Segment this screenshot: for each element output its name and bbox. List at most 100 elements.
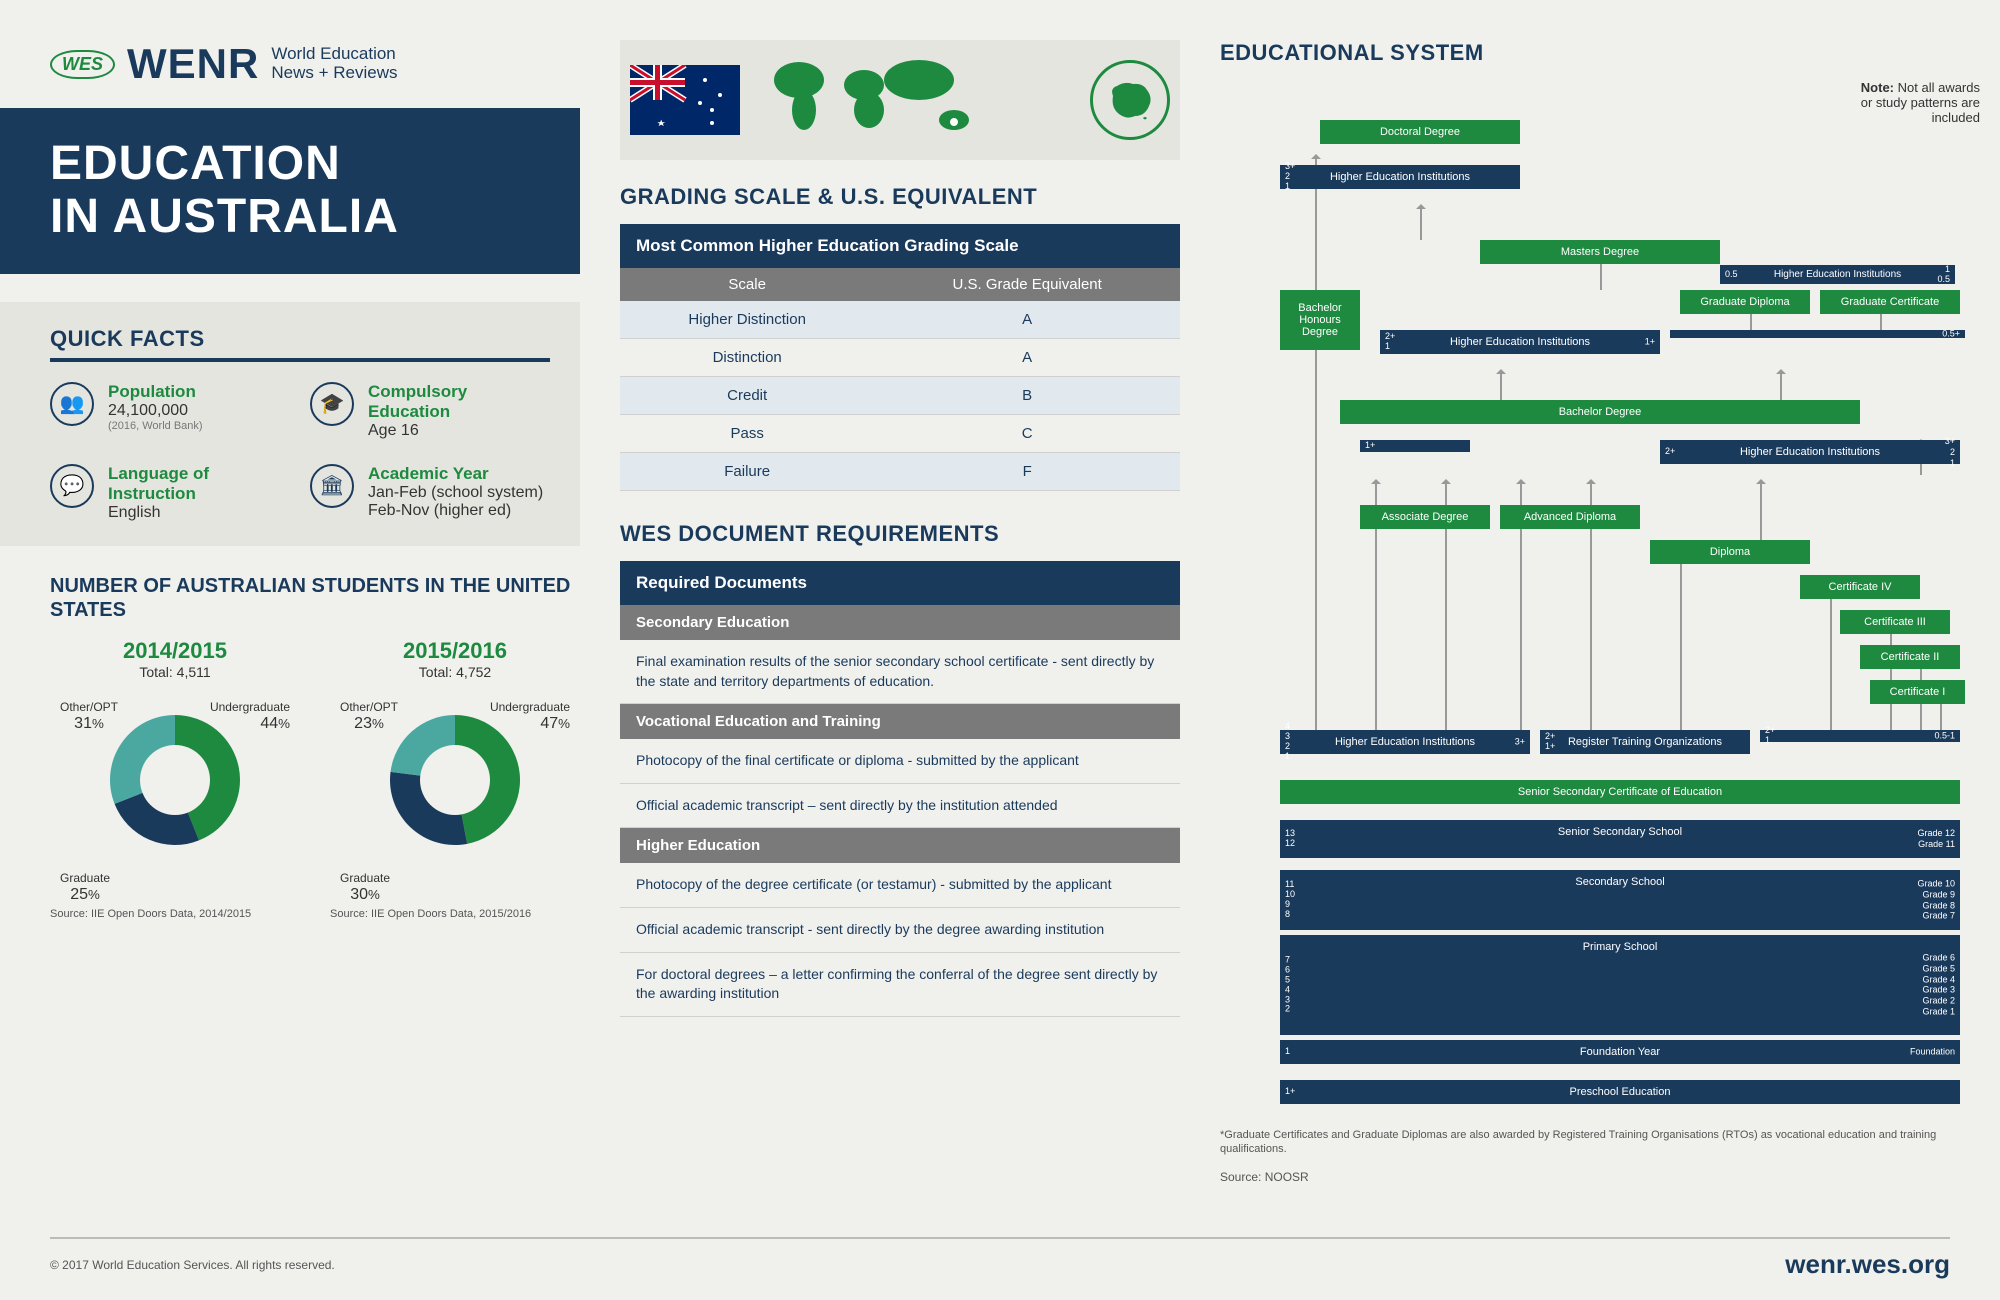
- fact-icon: 🎓: [310, 382, 354, 426]
- grading-scale: Pass: [620, 415, 874, 453]
- associate-degree: Associate Degree: [1360, 505, 1490, 529]
- grading-us: B: [874, 377, 1180, 415]
- cert3: Certificate III: [1840, 610, 1950, 634]
- grading-us: F: [874, 453, 1180, 491]
- edu-source: Source: NOOSR: [1220, 1170, 1309, 1184]
- doc-group-title: Secondary Education: [620, 605, 1180, 640]
- edu-system-diagram: Note: Not all awards or study patterns a…: [1220, 80, 1980, 1200]
- footer-url: wenr.wes.org: [1785, 1249, 1950, 1280]
- copyright: © 2017 World Education Services. All rig…: [50, 1258, 335, 1272]
- donut-source: Source: IIE Open Doors Data, 2014/2015: [50, 908, 300, 920]
- rto: 2+1+Register Training Organizations: [1540, 730, 1750, 754]
- quick-facts: QUICK FACTS 👥 Population 24,100,000 (201…: [0, 302, 580, 546]
- graduate-certificate: Graduate Certificate: [1820, 290, 1960, 314]
- foundation-year: 1Foundation YearFoundation: [1280, 1040, 1960, 1064]
- logo-row: WES WENR World Education News + Reviews: [50, 40, 580, 88]
- grading-scale: Higher Distinction: [620, 301, 874, 339]
- cert1: Certificate I: [1870, 680, 1965, 704]
- cert2: Certificate II: [1860, 645, 1960, 669]
- bachelor-degree: Bachelor Degree: [1340, 400, 1860, 424]
- doctoral-degree: Doctoral Degree: [1320, 120, 1520, 144]
- title-line1: EDUCATION: [50, 137, 341, 190]
- australia-flag-icon: [630, 65, 740, 135]
- fact-item: 🏛 Academic Year Jan-Feb (school system)F…: [310, 464, 550, 522]
- primary-school: 765432Primary SchoolGrade 6Grade 5Grade …: [1280, 935, 1960, 1035]
- donut-chart: 2014/2015 Total: 4,511 Undergraduate44% …: [50, 638, 300, 920]
- edusystem-heading: EDUCATIONAL SYSTEM: [1220, 40, 1980, 66]
- fact-value: Age 16: [368, 422, 550, 440]
- doc-item: Official academic transcript – sent dire…: [620, 784, 1180, 829]
- fact-icon: 🏛: [310, 464, 354, 508]
- donut-chart: 2015/2016 Total: 4,752 Undergraduate47% …: [330, 638, 580, 920]
- hei-2b-small: 0.5+: [1670, 330, 1965, 338]
- doc-item: Photocopy of the final certificate or di…: [620, 739, 1180, 784]
- grading-heading: GRADING SCALE & U.S. EQUIVALENT: [620, 184, 1180, 210]
- hei-top-right: 0.5Higher Education Institutions10.5: [1720, 265, 1955, 284]
- students-heading: NUMBER OF AUSTRALIAN STUDENTS IN THE UNI…: [50, 574, 580, 622]
- grading-us: A: [874, 301, 1180, 339]
- wenr-brand: WENR: [127, 40, 259, 88]
- fact-label: Language of Instruction: [108, 464, 290, 504]
- graduate-diploma: Graduate Diploma: [1680, 290, 1810, 314]
- grading-col2: U.S. Grade Equivalent: [874, 268, 1180, 301]
- bachelor-honours: Bachelor Honours Degree: [1280, 290, 1360, 350]
- donut-year: 2014/2015: [50, 638, 300, 664]
- wenr-subtitle: World Education News + Reviews: [271, 45, 397, 82]
- world-map-icon: [754, 50, 1076, 150]
- hei-2: 2+1Higher Education Institutions1+: [1380, 330, 1660, 354]
- hei-3a: 1+: [1360, 440, 1470, 452]
- grading-col1: Scale: [620, 268, 874, 301]
- fact-note: (2016, World Bank): [108, 420, 203, 432]
- title-line2: IN AUSTRALIA: [50, 190, 399, 243]
- doc-group-title: Higher Education: [620, 828, 1180, 863]
- cert4: Certificate IV: [1800, 575, 1920, 599]
- edu-footnote: *Graduate Certificates and Graduate Dipl…: [1220, 1128, 1980, 1157]
- edu-note: Note: Not all awards or study patterns a…: [1860, 80, 1980, 125]
- grading-table: Most Common Higher Education Grading Sca…: [620, 224, 1180, 491]
- secondary-school: 111098Secondary SchoolGrade 10Grade 9Gra…: [1280, 870, 1960, 930]
- grading-row: FailureF: [620, 453, 1180, 491]
- hei-1: 3+21Higher Education Institutions: [1280, 165, 1520, 189]
- hei-4: 4321Higher Education Institutions3+: [1280, 730, 1530, 754]
- fact-item: 🎓 Compulsory Education Age 16: [310, 382, 550, 440]
- docs-section: WES DOCUMENT REQUIREMENTS Required Docum…: [620, 521, 1180, 1017]
- donut-total: Total: 4,752: [330, 664, 580, 680]
- grading-row: DistinctionA: [620, 339, 1180, 377]
- donut-label-graduate: Graduate25%: [60, 871, 110, 905]
- wes-badge: WES: [50, 50, 115, 79]
- donut-label-other: Other/OPT31%: [60, 700, 118, 734]
- grading-scale: Failure: [620, 453, 874, 491]
- donut-year: 2015/2016: [330, 638, 580, 664]
- masters-degree: Masters Degree: [1480, 240, 1720, 264]
- grading-caption: Most Common Higher Education Grading Sca…: [620, 224, 1180, 268]
- donut-label-graduate: Graduate30%: [340, 871, 390, 905]
- doc-group-title: Vocational Education and Training: [620, 704, 1180, 739]
- doc-item: Final examination results of the senior …: [620, 640, 1180, 704]
- senior-cert: Senior Secondary Certificate of Educatio…: [1280, 780, 1960, 804]
- title-block: EDUCATION IN AUSTRALIA: [0, 108, 580, 274]
- advanced-diploma: Advanced Diploma: [1500, 505, 1640, 529]
- fact-item: 💬 Language of Instruction English: [50, 464, 290, 522]
- grading-us: A: [874, 339, 1180, 377]
- fact-label: Academic Year: [368, 464, 543, 484]
- grading-scale: Credit: [620, 377, 874, 415]
- donut-total: Total: 4,511: [50, 664, 300, 680]
- fact-value: English: [108, 504, 290, 522]
- donut-label-other: Other/OPT23%: [340, 700, 398, 734]
- senior-secondary: 1312Senior Secondary SchoolGrade 12Grade…: [1280, 820, 1960, 858]
- fact-item: 👥 Population 24,100,000 (2016, World Ban…: [50, 382, 290, 440]
- australia-icon: [1090, 60, 1170, 140]
- fact-label: Population: [108, 382, 203, 402]
- donut-label-undergrad: Undergraduate47%: [490, 700, 570, 734]
- fact-icon: 💬: [50, 464, 94, 508]
- wenr-sub-1: World Education: [271, 45, 397, 64]
- fact-label: Compulsory Education: [368, 382, 550, 422]
- doc-item: For doctoral degrees – a letter confirmi…: [620, 953, 1180, 1017]
- fact-value: 24,100,000: [108, 402, 203, 420]
- fact-icon: 👥: [50, 382, 94, 426]
- grading-scale: Distinction: [620, 339, 874, 377]
- diploma: Diploma: [1650, 540, 1810, 564]
- grading-row: Higher DistinctionA: [620, 301, 1180, 339]
- hei-3: 2+Higher Education Institutions3+21: [1660, 440, 1960, 464]
- quick-facts-heading: QUICK FACTS: [50, 326, 550, 362]
